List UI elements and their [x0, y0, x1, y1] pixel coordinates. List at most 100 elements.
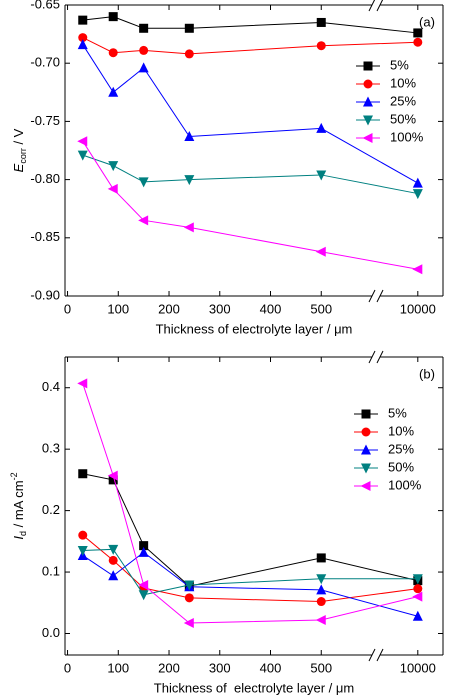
- y-axis-label: Ecorr / V: [11, 128, 28, 172]
- marker: [107, 183, 118, 194]
- axis-break: [368, 0, 376, 12]
- series-line: [82, 16, 418, 34]
- x-tick-label: 100: [107, 660, 129, 675]
- marker: [139, 541, 149, 551]
- marker: [316, 597, 326, 607]
- marker: [360, 481, 371, 491]
- x-tick-label: 500: [310, 660, 332, 675]
- marker: [363, 79, 373, 89]
- y-label-subscript: d: [18, 531, 28, 536]
- y-tick-label: -0.85: [30, 229, 60, 244]
- marker: [77, 39, 88, 50]
- marker: [361, 427, 371, 437]
- marker: [108, 12, 118, 22]
- legend-label: 10%: [388, 423, 414, 438]
- axis-break: [376, 350, 384, 364]
- x-tick-label: 0: [64, 301, 71, 316]
- marker: [361, 409, 371, 419]
- y-tick-label: 0.0: [42, 625, 60, 640]
- y-tick-label: 0.4: [42, 379, 60, 394]
- marker: [139, 23, 149, 33]
- marker: [108, 544, 119, 555]
- series-line: [82, 473, 418, 587]
- series-line: [82, 548, 418, 596]
- marker: [316, 553, 326, 563]
- y-label-superscript: -2: [9, 472, 19, 480]
- marker: [363, 96, 373, 107]
- marker: [183, 222, 194, 233]
- marker: [108, 48, 118, 58]
- marker: [78, 33, 88, 43]
- marker: [77, 150, 88, 161]
- marker: [412, 264, 423, 275]
- marker: [412, 574, 423, 585]
- marker: [316, 122, 327, 133]
- marker: [77, 378, 88, 389]
- x-axis-label: Thickness of electrolyte layer / μm: [156, 321, 353, 336]
- marker: [361, 463, 371, 474]
- x-tick-label: 100: [107, 301, 129, 316]
- y-label-subscript: corr: [18, 148, 28, 164]
- marker: [412, 591, 423, 602]
- marker: [315, 614, 326, 625]
- marker: [315, 246, 326, 257]
- x-tick-label: 10000: [400, 301, 436, 316]
- marker: [77, 136, 88, 147]
- marker: [78, 530, 88, 540]
- legend-label: 10%: [390, 75, 416, 90]
- legend-label: 100%: [388, 477, 422, 492]
- marker: [184, 593, 194, 603]
- marker: [413, 584, 423, 594]
- y-axis-label: Id / mA cm-2: [9, 472, 28, 539]
- legend-label: 5%: [390, 57, 409, 72]
- marker: [316, 41, 326, 51]
- marker: [107, 470, 118, 481]
- x-tick-label: 0: [64, 660, 71, 675]
- marker: [183, 618, 194, 629]
- legend-label: 100%: [390, 129, 424, 144]
- marker: [138, 215, 149, 226]
- marker: [138, 579, 149, 590]
- marker: [108, 475, 118, 485]
- y-label-symbol: E: [11, 163, 26, 172]
- axis-break: [368, 289, 376, 303]
- marker: [412, 189, 423, 200]
- marker: [184, 23, 194, 33]
- x-axis-label: Thickness of electrolyte layer / μm: [154, 680, 354, 695]
- marker: [362, 133, 373, 143]
- x-tick-label: 200: [158, 660, 180, 675]
- x-tick-label: 300: [209, 301, 231, 316]
- y-tick-label: -0.65: [30, 0, 60, 11]
- y-label-unit: / mA cm: [11, 480, 26, 531]
- marker: [412, 177, 423, 188]
- x-tick-label: 400: [260, 301, 282, 316]
- marker: [108, 161, 119, 172]
- axis-break: [376, 648, 384, 662]
- series-line: [82, 383, 418, 624]
- x-tick-label: 300: [209, 660, 231, 675]
- marker: [138, 590, 149, 601]
- series-line: [82, 37, 418, 55]
- marker: [361, 444, 371, 455]
- marker: [184, 49, 194, 59]
- legend-label: 50%: [390, 111, 416, 126]
- y-tick-label: -0.70: [30, 55, 60, 70]
- series-line: [82, 140, 418, 270]
- marker: [363, 61, 373, 71]
- y-tick-label: 0.3: [42, 441, 60, 456]
- y-tick-label: -0.75: [30, 113, 60, 128]
- marker: [78, 15, 88, 25]
- series-line: [82, 534, 418, 603]
- marker: [138, 546, 149, 557]
- x-tick-label: 200: [158, 301, 180, 316]
- x-tick-label: 10000: [400, 660, 436, 675]
- panel-label: (b): [419, 366, 435, 381]
- marker: [77, 546, 88, 557]
- marker: [108, 555, 118, 565]
- axis-break: [376, 0, 384, 12]
- marker: [139, 45, 149, 55]
- y-tick-label: 0.2: [42, 502, 60, 517]
- marker: [316, 574, 327, 585]
- x-tick-label: 400: [260, 660, 282, 675]
